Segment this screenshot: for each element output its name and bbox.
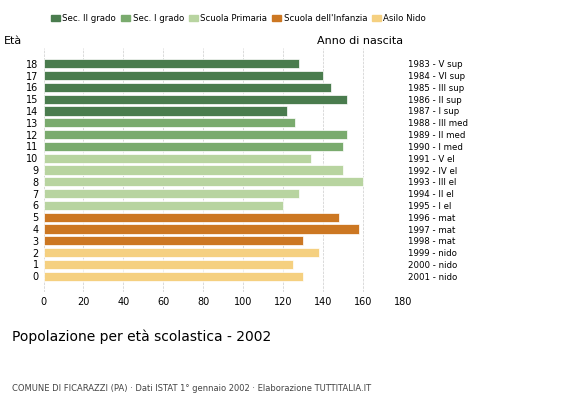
Bar xyxy=(44,154,311,163)
Text: Anno di nascita: Anno di nascita xyxy=(317,36,403,46)
Bar xyxy=(44,201,283,210)
Bar xyxy=(44,260,293,269)
Bar xyxy=(44,189,299,198)
Bar xyxy=(44,59,299,68)
Bar xyxy=(44,94,347,104)
Bar xyxy=(44,83,331,92)
Text: Popolazione per età scolastica - 2002: Popolazione per età scolastica - 2002 xyxy=(12,330,271,344)
Bar xyxy=(44,248,319,257)
Bar xyxy=(44,177,363,186)
Bar xyxy=(44,142,343,151)
Bar xyxy=(44,118,295,127)
Bar xyxy=(44,224,359,234)
Bar xyxy=(44,71,323,80)
Bar xyxy=(44,213,339,222)
Text: COMUNE DI FICARAZZI (PA) · Dati ISTAT 1° gennaio 2002 · Elaborazione TUTTITALIA.: COMUNE DI FICARAZZI (PA) · Dati ISTAT 1°… xyxy=(12,384,371,393)
Bar xyxy=(44,165,343,175)
Legend: Sec. II grado, Sec. I grado, Scuola Primaria, Scuola dell'Infanzia, Asilo Nido: Sec. II grado, Sec. I grado, Scuola Prim… xyxy=(48,11,430,27)
Text: Età: Età xyxy=(4,36,22,46)
Bar xyxy=(44,130,347,139)
Bar xyxy=(44,106,287,116)
Bar xyxy=(44,236,303,246)
Bar xyxy=(44,272,303,281)
